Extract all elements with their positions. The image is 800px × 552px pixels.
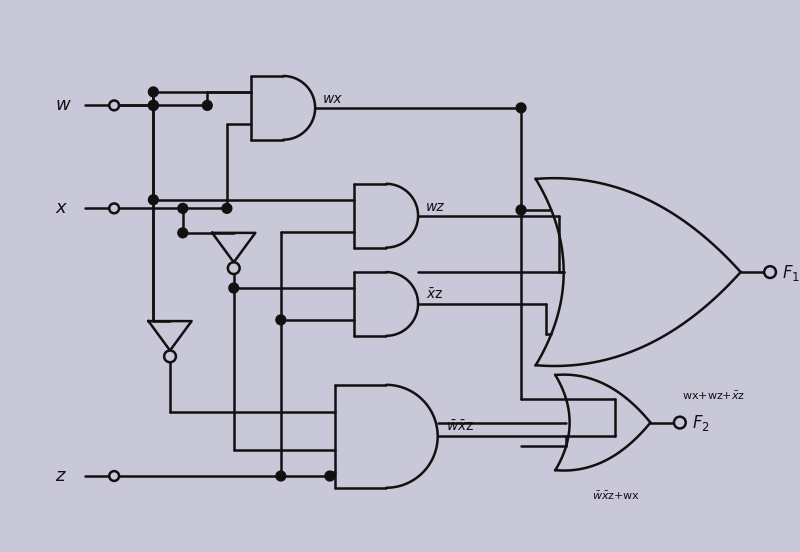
Circle shape	[149, 195, 158, 205]
Text: wx+wz+$\bar{x}$z: wx+wz+$\bar{x}$z	[682, 389, 745, 401]
Circle shape	[178, 228, 188, 238]
Text: $\bar{w}\bar{x}$z+wx: $\bar{w}\bar{x}$z+wx	[592, 489, 640, 502]
Text: $\bar{x}$z: $\bar{x}$z	[426, 287, 443, 302]
Circle shape	[516, 205, 526, 215]
Circle shape	[110, 471, 119, 481]
Circle shape	[516, 103, 526, 113]
Circle shape	[276, 315, 286, 325]
Text: $\bar{w}\bar{x}$z: $\bar{w}\bar{x}$z	[446, 420, 474, 434]
Text: wx: wx	[323, 92, 342, 106]
Text: wz: wz	[426, 200, 445, 214]
Text: $F_2$: $F_2$	[692, 413, 710, 433]
Circle shape	[276, 471, 286, 481]
Text: x: x	[55, 199, 66, 217]
Circle shape	[178, 204, 188, 213]
Circle shape	[325, 471, 334, 481]
Circle shape	[110, 204, 119, 213]
Text: $F_1$: $F_1$	[782, 263, 800, 283]
Circle shape	[228, 262, 240, 274]
Circle shape	[764, 266, 776, 278]
Text: z: z	[55, 467, 65, 485]
Circle shape	[674, 417, 686, 428]
Text: w: w	[55, 97, 70, 114]
Circle shape	[110, 100, 119, 110]
Circle shape	[202, 100, 212, 110]
Circle shape	[149, 87, 158, 97]
Circle shape	[149, 100, 158, 110]
Circle shape	[149, 100, 158, 110]
Circle shape	[229, 283, 238, 293]
Circle shape	[164, 351, 176, 362]
Circle shape	[222, 204, 232, 213]
